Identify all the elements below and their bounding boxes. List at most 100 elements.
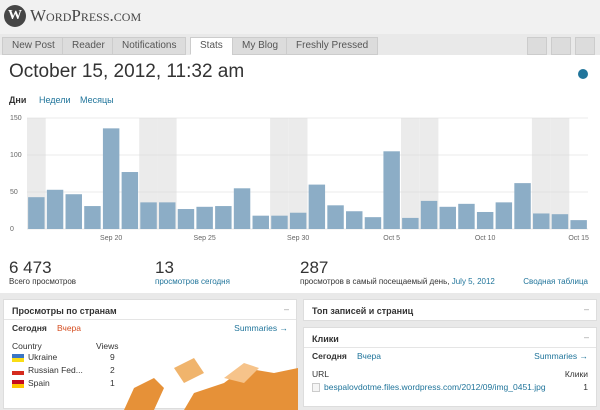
x-tick-label: Sep 30 (287, 235, 309, 242)
col-header: URL (312, 369, 330, 379)
click-url[interactable]: bespalovdotme.files.wordpress.com/2012/0… (324, 382, 546, 392)
collapse[interactable]: – (283, 304, 289, 314)
bar (159, 202, 176, 229)
x-tick-label: Sep 20 (100, 235, 122, 242)
country-row: Russian Fed... 2 (4, 365, 296, 377)
bar (439, 206, 456, 229)
stat-label-text: просмотров в самый посещаемый день, (300, 277, 450, 286)
bar (327, 205, 344, 229)
collapse[interactable]: – (583, 332, 589, 342)
map (124, 358, 298, 410)
bar (364, 217, 382, 229)
bar (533, 213, 550, 229)
y-tick-label: 100 (10, 152, 22, 159)
map-region (224, 363, 259, 383)
weekend-band (531, 118, 551, 229)
bar (289, 212, 307, 229)
best-day-link[interactable]: July 5, 2012 (451, 277, 495, 286)
icon-button[interactable] (527, 37, 547, 55)
page: W WordPress.com New Post Reader Notificati… (0, 5, 600, 410)
flag (12, 380, 24, 388)
bar (402, 217, 419, 229)
summaries-link[interactable]: Summaries → (234, 323, 288, 333)
col-header: Views (96, 341, 119, 351)
bar (551, 214, 569, 229)
user-button[interactable] (575, 37, 595, 55)
period-tab[interactable]: Дни (9, 95, 27, 105)
map-region (124, 378, 164, 410)
bar (346, 211, 363, 229)
panel-title: Клики (312, 334, 339, 344)
stat-value: 6 473 (9, 258, 52, 277)
bar (177, 209, 195, 229)
country-views: 2 (110, 365, 115, 375)
bar (271, 215, 288, 229)
flag (12, 354, 24, 362)
bar (65, 194, 82, 229)
stat-label[interactable]: просмотров сегодня (155, 277, 230, 286)
date: October 15, 2012, 11:32 am (9, 61, 245, 82)
tab[interactable]: Freshly Pressed (286, 37, 379, 55)
map-region (174, 358, 204, 383)
summaries-link[interactable]: Summaries → (534, 351, 588, 361)
day-tab[interactable]: Сегодня (312, 351, 347, 361)
y-tick-label: 0 (10, 226, 14, 233)
day-tab[interactable]: Вчера (357, 351, 381, 361)
tab[interactable]: My Blog (232, 37, 289, 55)
tab[interactable]: Notifications (112, 37, 187, 55)
weekend-band (550, 118, 570, 229)
x-tick-label: Oct 5 (383, 235, 400, 242)
bar (102, 128, 120, 229)
collapse[interactable]: – (583, 304, 589, 314)
chart: 0 50 100 150 Sep 20 Sep 25 Sep 30 Oct 5 Oct 10 Oc… (10, 115, 589, 242)
bar (215, 206, 232, 229)
flag (12, 367, 24, 375)
x-tick-label: Sep 25 (194, 235, 216, 242)
period-tab[interactable]: Месяцы (80, 95, 114, 105)
click-icon (312, 383, 320, 392)
weekend-band (139, 118, 158, 229)
bar (420, 200, 438, 229)
bar (514, 183, 531, 229)
top-posts-panel: Топ записей и страниц – (303, 299, 597, 321)
bar (28, 197, 45, 229)
period-tab[interactable]: Недели (39, 95, 71, 105)
col-header: Клики (564, 369, 588, 379)
weekend-band (401, 118, 420, 229)
col-header: Country (12, 341, 42, 351)
bar (495, 202, 513, 229)
tab[interactable]: New Post (2, 37, 65, 55)
bar (196, 206, 213, 229)
stat-value: 13 (155, 258, 174, 277)
brand[interactable]: WordPress.com (30, 6, 142, 25)
settings-button[interactable] (551, 37, 571, 55)
clicks-panel: Клики – Сегодня Вчера Summaries → URL Кл… (303, 327, 597, 407)
day-tab[interactable]: Вчера (57, 323, 81, 333)
panel-title: Топ записей и страниц (312, 306, 414, 316)
y-tick-label: 50 (10, 189, 18, 196)
bar (476, 211, 494, 229)
divider (304, 347, 596, 348)
stats-panel: October 15, 2012, 11:32 am Дни Недели Ме… (0, 55, 600, 293)
country-name: Russian Fed... (28, 365, 83, 375)
summary-link[interactable]: Сводная таблица (523, 277, 588, 286)
click-count: 1 (583, 382, 588, 392)
country-name: Spain (28, 378, 50, 388)
bar (233, 188, 251, 229)
tab[interactable]: Stats (190, 37, 233, 55)
logo[interactable]: W (4, 5, 26, 27)
weekend-band (157, 118, 177, 229)
y-tick-label: 150 (10, 115, 22, 122)
countries-panel: Просмотры по странам – Сегодня Вчера Sum… (3, 299, 298, 410)
bar (458, 203, 475, 229)
bar (46, 189, 64, 229)
bar (84, 206, 101, 229)
weekend-band (270, 118, 289, 229)
click-row: bespalovdotme.files.wordpress.com/2012/0… (304, 382, 596, 394)
day-tab[interactable]: Сегодня (12, 323, 47, 333)
bar (308, 184, 326, 229)
panel-title: Просмотры по странам (12, 306, 117, 316)
divider (4, 319, 296, 320)
tab[interactable]: Reader (62, 37, 115, 55)
bar (252, 215, 269, 229)
